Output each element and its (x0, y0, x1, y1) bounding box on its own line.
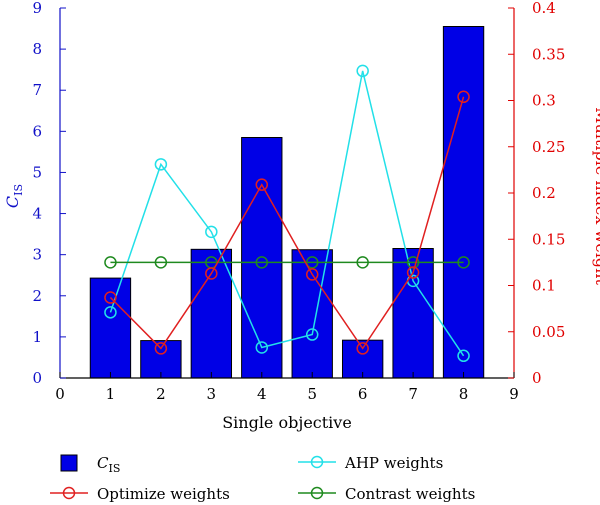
y-left-axis-title: CIS (3, 184, 25, 208)
y-left-tick-label-4: 4 (32, 205, 42, 223)
y-right-tick-label-0.05: 0.05 (532, 323, 565, 341)
x-axis-title: Single objective (222, 413, 352, 432)
bar-1 (89, 277, 132, 379)
y-left-axis-title-sub: IS (12, 184, 25, 196)
x-tick-label-5: 5 (307, 385, 317, 403)
y-right-axis-title: Multiple index weight (592, 107, 600, 285)
axes-layer: 0 1 2 3 4 5 6 7 8 9012345678900.050.10.150.20.250… (32, 0, 565, 403)
legend: CIS Optimize weights AHP weights Contras… (50, 454, 475, 503)
y-right-tick-label-0.25: 0.25 (532, 138, 565, 156)
point-contrast-7 (406, 256, 420, 269)
bar-2 (140, 340, 182, 379)
legend-marker-optimize (62, 486, 76, 500)
legend-label-bars: CIS (97, 454, 120, 475)
point-contrast-5 (305, 256, 319, 269)
x-tick-label-7: 7 (408, 385, 418, 403)
y-right-tick-label-0.4: 0.4 (532, 0, 556, 17)
point-ahp-6 (356, 64, 369, 78)
y-left-tick-label-9: 9 (32, 0, 42, 17)
y-left-tick-label-8: 8 (32, 40, 42, 58)
point-contrast-4 (255, 256, 269, 269)
point-contrast-6 (356, 256, 369, 269)
legend-marker-contrast (310, 486, 324, 500)
legend-item-bars: CIS (60, 454, 120, 475)
y-right-tick-label-0.1: 0.1 (532, 277, 556, 295)
legend-label-ahp: AHP weights (344, 454, 443, 472)
line-optimize (109, 96, 465, 350)
legend-label-contrast: Contrast weights (345, 485, 475, 503)
bar-4 (241, 137, 283, 379)
point-contrast-1 (104, 256, 117, 269)
legend-label-optimize: Optimize weights (97, 485, 230, 503)
x-tick-label-2: 2 (156, 385, 166, 403)
y-left-tick-label-0: 0 (32, 369, 42, 387)
line-ahp (109, 70, 465, 357)
point-optimize-7 (406, 266, 420, 279)
x-tick-label-1: 1 (106, 385, 116, 403)
point-optimize-2 (154, 342, 168, 355)
point-optimize-4 (255, 178, 269, 191)
x-tick-label-6: 6 (358, 385, 368, 403)
x-tick-label-4: 4 (257, 385, 267, 403)
point-ahp-4 (255, 341, 269, 354)
y-left-tick-label-6: 6 (32, 122, 42, 140)
point-ahp-3 (205, 225, 218, 239)
point-optimize-3 (205, 267, 218, 280)
legend-item-contrast: Contrast weights (298, 485, 475, 503)
bars-layer (89, 26, 485, 379)
point-optimize-8 (457, 90, 470, 104)
y-left-axis-title-main: C (3, 196, 22, 208)
bar-5 (291, 249, 333, 379)
point-optimize-5 (305, 268, 319, 281)
y-left-tick-label-2: 2 (32, 287, 42, 305)
y-left-tick-label-5: 5 (32, 163, 42, 181)
x-tick-label-9: 9 (509, 385, 519, 403)
y-right-tick-label-0.15: 0.15 (532, 230, 565, 248)
y-left-tick-label-1: 1 (32, 328, 42, 346)
point-optimize-1 (104, 291, 117, 304)
y-left-tick-label-7: 7 (32, 81, 42, 99)
point-contrast-2 (154, 256, 168, 269)
legend-swatch-bars (60, 454, 78, 472)
point-optimize-6 (356, 342, 369, 355)
point-ahp-1 (104, 306, 117, 319)
bar-8 (442, 26, 485, 379)
x-tick-label-8: 8 (459, 385, 469, 403)
y-right-tick-label-0: 0 (532, 369, 542, 387)
y-right-tick-label-0.35: 0.35 (532, 45, 565, 63)
lines-layer (104, 64, 470, 363)
legend-marker-ahp (310, 455, 324, 469)
point-ahp-5 (305, 328, 319, 341)
point-contrast-8 (457, 256, 470, 269)
x-tick-label-0: 0 (55, 385, 65, 403)
y-left-tick-label-3: 3 (32, 246, 42, 264)
bar-3 (190, 248, 233, 379)
x-tick-label-3: 3 (207, 385, 217, 403)
legend-item-ahp: AHP weights (298, 454, 443, 472)
legend-item-optimize: Optimize weights (50, 485, 230, 503)
point-ahp-8 (457, 349, 470, 363)
y-right-tick-label-0.3: 0.3 (532, 92, 556, 110)
point-ahp-2 (154, 158, 168, 171)
y-right-tick-label-0.2: 0.2 (532, 184, 556, 202)
